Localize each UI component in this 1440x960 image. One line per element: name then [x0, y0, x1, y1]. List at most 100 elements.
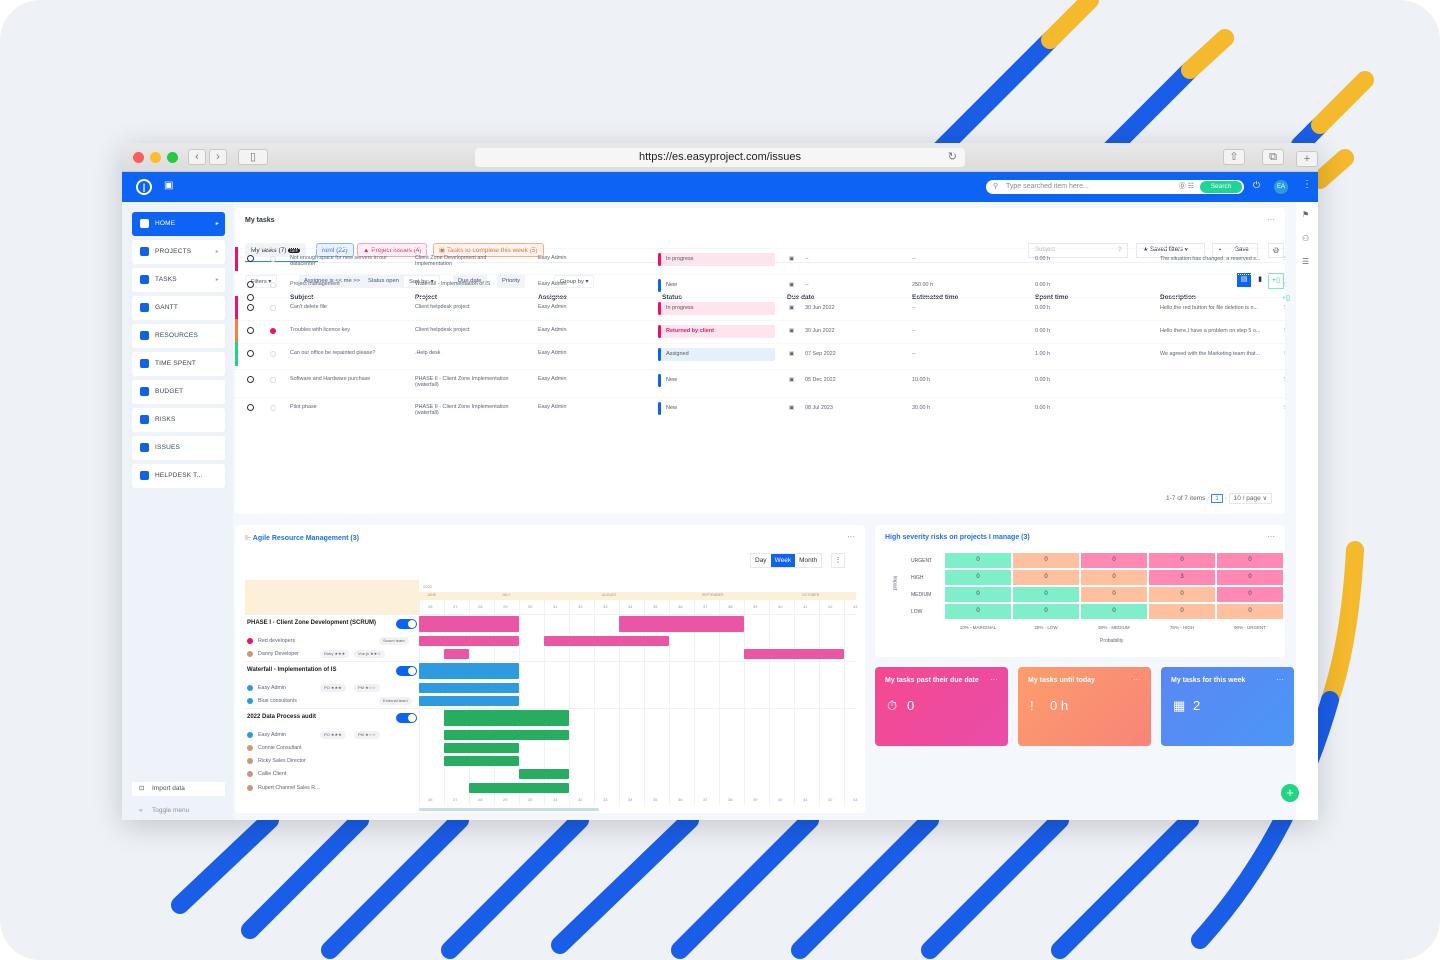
flag-icon[interactable]: ⚑ — [1302, 210, 1310, 219]
filter-chip[interactable]: Due date — [453, 275, 487, 288]
allocation-bar[interactable] — [519, 769, 569, 779]
row-checkbox[interactable] — [247, 327, 254, 334]
sidebar-item-resources[interactable]: RESOURCES — [132, 324, 225, 348]
sidebar-item-home[interactable]: HOME ▸ — [132, 212, 225, 236]
gantt-more-icon[interactable]: ⋮ — [831, 553, 845, 568]
reload-icon[interactable]: ↻ — [947, 151, 957, 163]
card-menu-icon[interactable]: ··· — [1267, 532, 1275, 541]
filter-chip[interactable]: Priority — [497, 275, 526, 288]
user-avatar[interactable]: EA — [1274, 180, 1288, 194]
add-column-icon[interactable]: +▯ — [1282, 295, 1290, 302]
risk-cell[interactable]: 0 — [1013, 553, 1079, 568]
card-menu-icon[interactable]: ··· — [1276, 675, 1284, 684]
sidebar-item-gantt[interactable]: GANTT — [132, 296, 225, 320]
subject-search-input[interactable]: Subject ⚲ — [1028, 243, 1128, 258]
risk-cell[interactable]: 0 — [1081, 604, 1147, 619]
calendar-icon[interactable]: ▣ — [789, 282, 795, 288]
sidebar-item-budget[interactable]: BUDGET — [132, 380, 225, 404]
risk-cell[interactable]: 0 — [1081, 570, 1147, 585]
gantt-group-label[interactable]: Waterfall - Implementation of IS — [247, 667, 337, 673]
page-size-select[interactable]: 10 / page ∨ — [1228, 493, 1273, 504]
gantt-resource-label[interactable]: Easy Admin — [258, 732, 286, 738]
allocation-bar[interactable] — [444, 756, 519, 766]
risk-cell[interactable]: 0 — [1149, 604, 1215, 619]
watch-icon[interactable] — [270, 377, 276, 383]
gantt-resource-label[interactable]: Blue consultants — [258, 698, 297, 704]
risk-cell[interactable]: 0 — [1013, 604, 1079, 619]
gantt-group-label[interactable]: 2022 Data Process audit — [247, 714, 317, 720]
calendar-icon[interactable]: ▣ — [164, 180, 174, 191]
sidebar-item-time-spent[interactable]: TIME SPENT — [132, 352, 225, 376]
row-checkbox[interactable] — [247, 376, 254, 383]
row-checkbox[interactable] — [247, 255, 254, 262]
risk-cell[interactable]: 0 — [1013, 570, 1079, 585]
calendar-icon[interactable]: ▣ — [789, 405, 795, 411]
resource-toggle[interactable] — [396, 713, 417, 723]
gantt-resource-label[interactable]: Easy Admin — [258, 685, 286, 691]
prev-page-button[interactable]: ‹ — [1207, 495, 1210, 502]
risk-cell[interactable]: 3 — [1149, 570, 1215, 585]
table-row[interactable] — [235, 320, 1285, 343]
tab-tasks-this-week[interactable]: ▣ Tasks to complete this week (5) — [433, 243, 544, 257]
tab-html[interactable]: html (22) — [316, 243, 354, 257]
allocation-bar[interactable] — [444, 710, 569, 726]
gantt-group-label[interactable]: PHASE I - Client Zone Development (SCRUM… — [247, 620, 377, 626]
tab-my-tasks[interactable]: My tasks (7) DEF — [245, 243, 307, 257]
calendar-icon[interactable]: ▣ — [789, 328, 795, 334]
status-badge[interactable]: Assigned — [658, 348, 775, 361]
list-view-button[interactable]: ▤ — [1237, 273, 1251, 287]
cell-subject[interactable]: Pilot phase — [290, 404, 317, 410]
gantt-resource-label[interactable]: Ricky Sales Director — [258, 758, 306, 764]
search-button[interactable]: Search — [1200, 181, 1242, 193]
sidebar-item-issues[interactable]: ISSUES — [132, 436, 225, 460]
sidebar-item-tasks[interactable]: TASKS ▸ — [132, 268, 225, 292]
new-tab-icon[interactable]: + — [1296, 151, 1318, 167]
row-menu-icon[interactable]: ⋮ — [1282, 305, 1288, 311]
risk-cell[interactable]: 0 — [1217, 553, 1283, 568]
risk-cell[interactable]: 0 — [1217, 587, 1283, 602]
row-menu-icon[interactable]: ⋮ — [1282, 256, 1288, 262]
filter-icon[interactable]: ⓪ ☷ — [1178, 183, 1194, 190]
risk-cell[interactable]: 0 — [1013, 587, 1079, 602]
gantt-horizontal-scrollbar[interactable] — [419, 808, 599, 811]
cell-subject[interactable]: Not enough space for new servers in our … — [290, 255, 388, 267]
gantt-resource-label[interactable]: Red developers — [258, 638, 296, 644]
risk-cell[interactable]: 0 — [945, 587, 1011, 602]
page-1-button[interactable]: 1 — [1211, 494, 1223, 503]
day-view-button[interactable]: Day — [755, 557, 767, 564]
row-checkbox[interactable] — [247, 281, 254, 288]
risk-cell[interactable]: 0 — [1217, 570, 1283, 585]
filter-chip[interactable]: Group by ▾ — [554, 275, 595, 288]
gantt-resource-label[interactable]: Callie Client — [258, 771, 287, 777]
filter-chip[interactable]: Status open — [363, 275, 404, 288]
card-title[interactable]: High severity risks on projects I manage… — [885, 534, 1030, 541]
row-menu-icon[interactable]: ⋮ — [1282, 405, 1288, 411]
table-row[interactable] — [235, 248, 1285, 271]
filter-chip[interactable]: Assignee is << me >> — [299, 275, 366, 288]
watch-icon[interactable] — [270, 328, 276, 334]
cell-subject[interactable]: Software and Hardware purchase — [290, 376, 371, 382]
allocation-bar[interactable] — [469, 783, 569, 793]
sidebar-item-risks[interactable]: RISKS — [132, 408, 225, 432]
week-view-button[interactable]: Week — [770, 554, 796, 567]
settings-gear-icon[interactable]: ⚙ — [1268, 243, 1284, 258]
gantt-resource-label[interactable]: Danny Developer — [258, 651, 299, 657]
allocation-bar[interactable] — [419, 683, 519, 693]
cell-subject[interactable]: Project management — [290, 281, 340, 287]
more-menu-icon[interactable]: ⋮ — [1302, 179, 1312, 190]
power-icon[interactable]: ⏻ — [1253, 180, 1261, 190]
status-badge[interactable]: New — [658, 374, 775, 387]
global-search-input[interactable]: ⚲ Type searched item here... ⓪ ☷ Search — [986, 180, 1244, 194]
back-button[interactable]: ‹ — [188, 149, 206, 165]
minimize-window-button[interactable] — [150, 152, 161, 163]
watch-icon[interactable] — [270, 305, 276, 311]
kpi-card-2[interactable]: My tasks until today ···! 0 h — [1018, 667, 1151, 746]
calendar-icon[interactable]: ▣ — [789, 256, 795, 262]
list-settings-icon[interactable]: ☰ — [1302, 257, 1310, 266]
sidebar-toggle-icon[interactable]: ▯ — [238, 149, 268, 165]
tabs-icon[interactable]: ⧉ — [1262, 149, 1284, 165]
close-window-button[interactable] — [133, 152, 144, 163]
risk-cell[interactable]: 0 — [945, 604, 1011, 619]
user-search-icon[interactable]: ⚇ — [1302, 234, 1310, 243]
status-badge[interactable]: New — [658, 402, 775, 415]
